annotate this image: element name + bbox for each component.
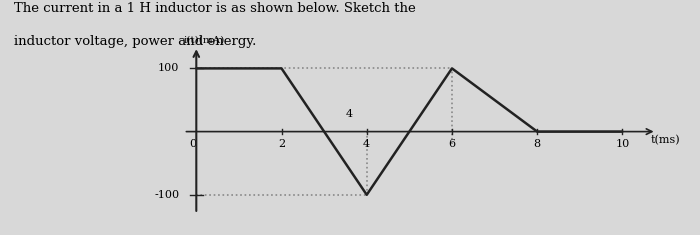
Text: 4: 4 — [346, 109, 354, 119]
Text: 0: 0 — [189, 139, 196, 149]
Text: t(ms): t(ms) — [650, 135, 680, 145]
Text: 100: 100 — [158, 63, 179, 73]
Text: 10: 10 — [615, 139, 629, 149]
Text: 4: 4 — [363, 139, 370, 149]
Text: 8: 8 — [533, 139, 540, 149]
Text: inductor voltage, power and energy.: inductor voltage, power and energy. — [14, 35, 256, 48]
Text: i(t)(mA): i(t)(mA) — [183, 35, 225, 44]
Text: 6: 6 — [449, 139, 456, 149]
Text: -100: -100 — [154, 190, 179, 200]
Text: The current in a 1 H inductor is as shown below. Sketch the: The current in a 1 H inductor is as show… — [14, 2, 416, 15]
Text: 2: 2 — [278, 139, 285, 149]
